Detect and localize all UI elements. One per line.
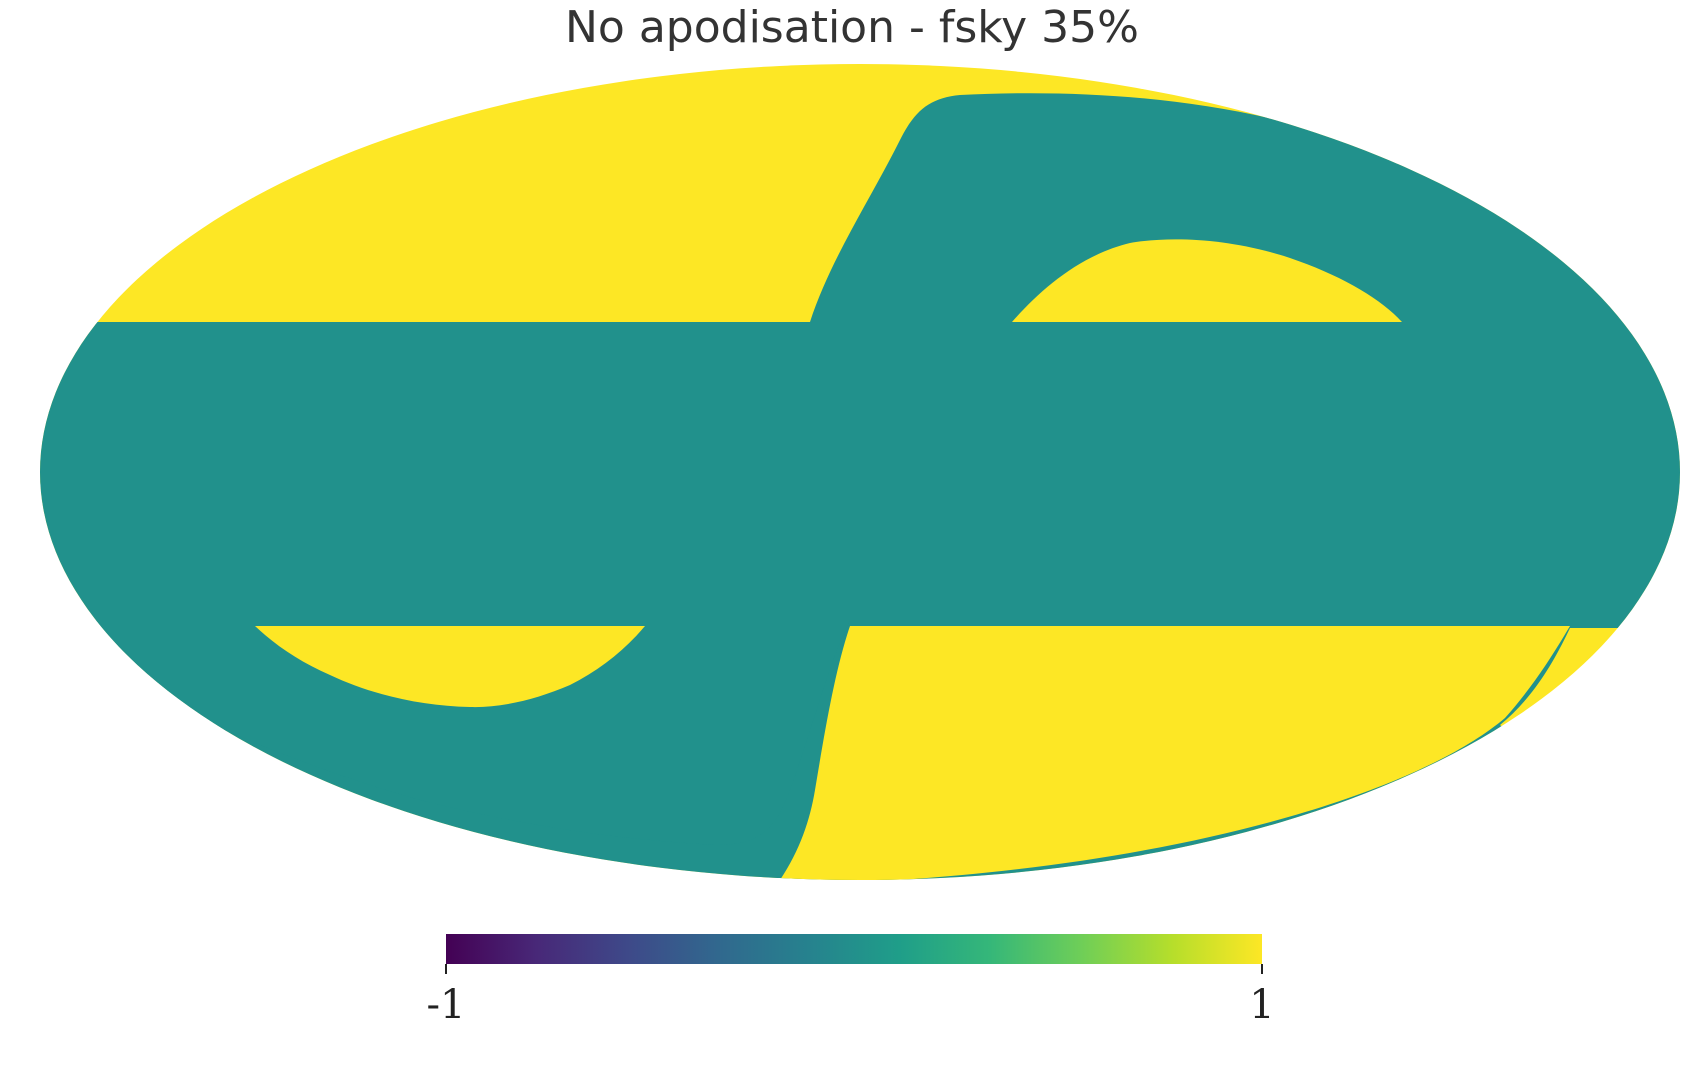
colorbar: -1 1 xyxy=(427,934,1275,1028)
colorbar-bar xyxy=(446,934,1262,964)
masked-region-lower-right xyxy=(780,626,1570,880)
colorbar-ticks: -1 1 xyxy=(427,964,1275,1028)
masked-pocket-lower xyxy=(255,626,645,708)
chart-title: No apodisation - fsky 35% xyxy=(565,2,1139,53)
colorbar-tick-label: 1 xyxy=(1249,982,1274,1028)
colorbar-tick-label: -1 xyxy=(427,982,466,1028)
mollweide-map xyxy=(40,64,1680,880)
unmasked-region-lower-strip xyxy=(40,620,850,845)
masked-pocket-upper xyxy=(1012,239,1402,322)
